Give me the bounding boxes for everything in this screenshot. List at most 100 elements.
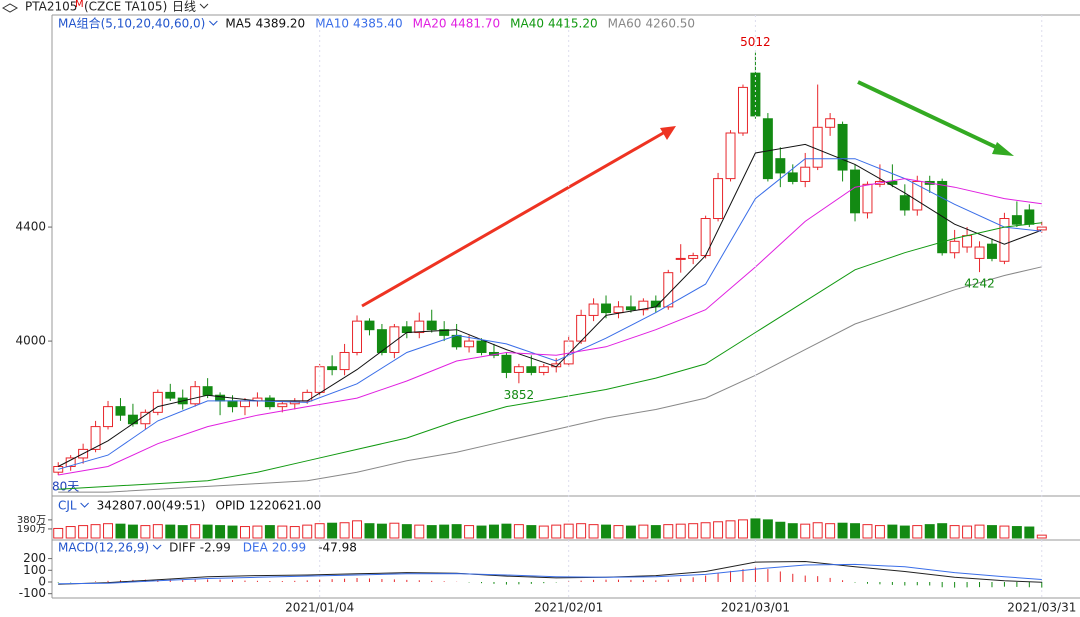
indicator-chevron[interactable] (209, 20, 218, 26)
volume-bar (513, 524, 524, 539)
volume-bar (912, 525, 923, 539)
candle-body (352, 320, 363, 353)
volume-bar (115, 523, 126, 539)
volume-bar (401, 524, 412, 539)
candle-body (401, 326, 412, 334)
candle-body (713, 178, 724, 220)
volume-bar (264, 525, 275, 539)
legend-name: MA10 (315, 17, 349, 31)
indicator-title[interactable]: MA组合(5,10,20,40,60,0) (58, 16, 205, 31)
volume-bar (439, 524, 450, 539)
legend-name: MA5 (225, 17, 251, 31)
volume-bar (352, 520, 363, 539)
candle-body (277, 403, 288, 408)
candle-body (812, 126, 823, 168)
y-tick-label: 190万 (17, 524, 46, 535)
macd-line (58, 560, 1042, 585)
candle-body (725, 132, 736, 180)
volume-bar (762, 519, 773, 539)
volume-bar (215, 525, 226, 539)
volume-bar (986, 525, 997, 539)
volume-bar (949, 525, 960, 539)
candle-body (1036, 226, 1047, 231)
volume-bar (700, 522, 711, 539)
volume-bar (563, 523, 574, 539)
volume-bar (874, 525, 885, 539)
volume-bar (551, 524, 562, 539)
volume-bar (190, 524, 201, 539)
volume-bar (103, 523, 114, 539)
x-tick-label: 2021/01/04 (285, 601, 354, 615)
candle-body (688, 255, 699, 259)
indicator-title[interactable]: CJL (58, 499, 77, 513)
volume-bar (127, 524, 138, 539)
candle-body (675, 257, 686, 260)
indicator-chevron[interactable] (152, 544, 162, 550)
candle-body (389, 326, 400, 353)
volume-bar (177, 525, 188, 539)
candle-body (327, 366, 338, 371)
trend-arrow-down (857, 80, 1014, 156)
legend-value: 4260.50 (645, 17, 695, 31)
candle-body (364, 320, 375, 331)
ma-line (58, 158, 1042, 470)
candle-body (800, 166, 811, 182)
legend-value: 4481.70 (451, 17, 501, 31)
volume-bar (140, 525, 151, 539)
x-tick-label: 2021/02/01 (534, 601, 603, 615)
volume-bar (899, 525, 910, 539)
volume-bar (688, 523, 699, 539)
candle-body (613, 306, 624, 314)
volume-bar (576, 523, 587, 539)
candle-body (737, 86, 748, 134)
period[interactable]: 日线 (172, 0, 196, 14)
volume-bar (775, 521, 786, 539)
volume-bar (787, 523, 798, 539)
volume-bar (974, 524, 985, 539)
volume-bar (750, 518, 761, 539)
volume-bar (289, 526, 300, 539)
candle-body (302, 391, 313, 402)
volume-bar (327, 522, 338, 539)
candle-body (850, 169, 861, 214)
indicator-title[interactable]: MACD(12,26,9) (58, 541, 149, 555)
volume-bar (800, 523, 811, 539)
volume-bar (588, 524, 599, 539)
candle-body (476, 340, 487, 353)
volume-bar (862, 524, 873, 539)
volume-bar (601, 524, 612, 539)
candle-body (663, 272, 674, 308)
candle-body (1011, 215, 1022, 225)
candle-body (140, 411, 151, 425)
candle-body (376, 329, 387, 353)
ma-line (58, 178, 1042, 476)
candle-body (601, 303, 612, 314)
candle-body (538, 366, 549, 373)
indicator-chevron[interactable] (80, 502, 89, 508)
legend-value: -2.99 (200, 541, 231, 555)
candle-body (190, 386, 201, 405)
period-chevron[interactable] (199, 3, 209, 9)
x-tick-label: 2021/03/01 (721, 601, 790, 615)
volume-bar (526, 525, 537, 539)
candle-body (103, 406, 114, 428)
candle-body (1024, 209, 1035, 225)
candle-body (999, 218, 1010, 262)
volume-bar (887, 524, 898, 539)
volume-bar (999, 525, 1010, 539)
volume-bar (625, 525, 636, 539)
volume-bar (476, 525, 487, 539)
volume-bar (302, 524, 313, 539)
candle-body (513, 366, 524, 373)
candle-body (912, 180, 923, 211)
candle-body (825, 118, 836, 128)
candle-body (202, 386, 213, 396)
y-tick-label: 0 (38, 574, 46, 588)
ma-line (57, 143, 1042, 467)
volume-bar (924, 524, 935, 539)
volume-bar (314, 523, 325, 539)
candle-body (962, 235, 973, 248)
volume-bar (663, 524, 674, 539)
candle-body (227, 400, 238, 408)
candle-body (750, 72, 761, 117)
